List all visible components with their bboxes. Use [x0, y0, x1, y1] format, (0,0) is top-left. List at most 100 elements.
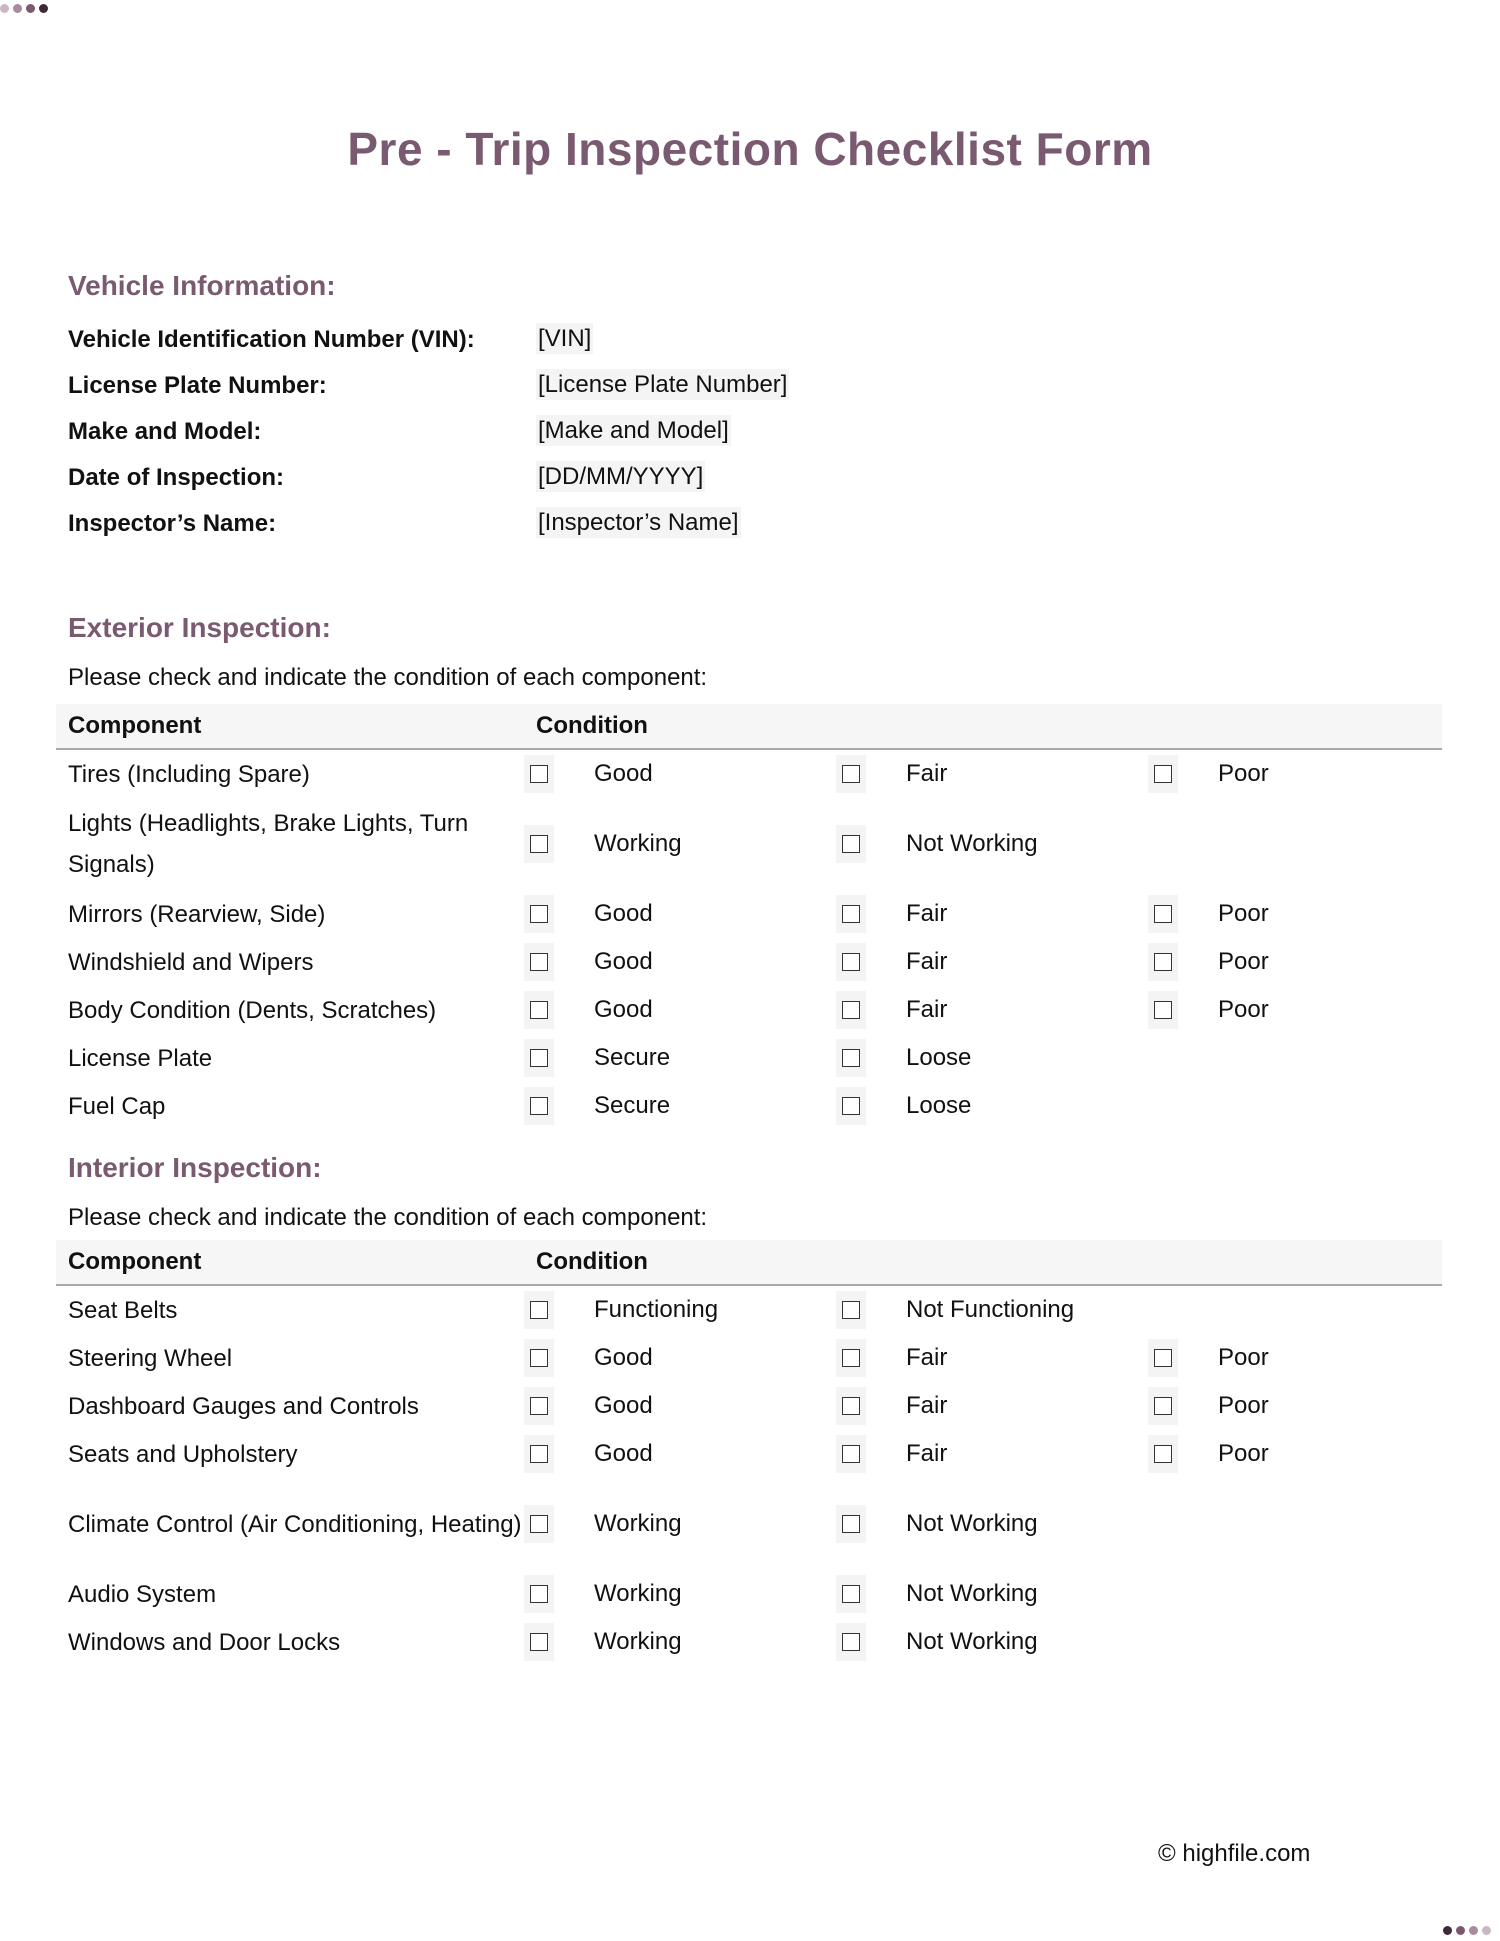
checkbox[interactable]	[530, 1349, 548, 1367]
option-poor[interactable]: Poor	[1148, 755, 1269, 793]
checkbox-cell[interactable]	[836, 1087, 866, 1125]
checkbox-cell[interactable]	[836, 991, 866, 1029]
option-working[interactable]: Working	[524, 825, 836, 863]
option-secure[interactable]: Secure	[524, 1039, 836, 1077]
checkbox-cell[interactable]	[524, 991, 554, 1029]
checkbox-cell[interactable]	[524, 755, 554, 793]
checkbox[interactable]	[530, 1097, 548, 1115]
option-good[interactable]: Good	[524, 943, 836, 981]
option-not-working[interactable]: Not Working	[836, 1575, 1038, 1613]
field-value[interactable]: [VIN]	[536, 323, 594, 354]
checkbox[interactable]	[530, 1001, 548, 1019]
option-not-functioning[interactable]: Not Functioning	[836, 1291, 1074, 1329]
option-fair[interactable]: Fair	[836, 1339, 1148, 1377]
checkbox[interactable]	[530, 905, 548, 923]
option-working[interactable]: Working	[524, 1505, 836, 1543]
checkbox[interactable]	[530, 1397, 548, 1415]
checkbox[interactable]	[530, 1515, 548, 1533]
option-fair[interactable]: Fair	[836, 943, 1148, 981]
option-fair[interactable]: Fair	[836, 1387, 1148, 1425]
checkbox-cell[interactable]	[524, 1087, 554, 1125]
checkbox[interactable]	[842, 765, 860, 783]
checkbox[interactable]	[530, 1049, 548, 1067]
checkbox-cell[interactable]	[836, 1291, 866, 1329]
checkbox[interactable]	[842, 1301, 860, 1319]
field-value[interactable]: [License Plate Number]	[536, 369, 790, 400]
checkbox[interactable]	[842, 1633, 860, 1651]
checkbox[interactable]	[842, 835, 860, 853]
checkbox-cell[interactable]	[1148, 1435, 1178, 1473]
option-not-working[interactable]: Not Working	[836, 1623, 1038, 1661]
checkbox[interactable]	[842, 1349, 860, 1367]
option-functioning[interactable]: Functioning	[524, 1291, 836, 1329]
field-value[interactable]: [DD/MM/YYYY]	[536, 461, 706, 492]
checkbox[interactable]	[1154, 953, 1172, 971]
option-loose[interactable]: Loose	[836, 1087, 971, 1125]
checkbox-cell[interactable]	[836, 1039, 866, 1077]
checkbox[interactable]	[842, 1097, 860, 1115]
option-poor[interactable]: Poor	[1148, 943, 1269, 981]
checkbox[interactable]	[1154, 905, 1172, 923]
option-working[interactable]: Working	[524, 1575, 836, 1613]
checkbox-cell[interactable]	[836, 825, 866, 863]
checkbox[interactable]	[842, 1001, 860, 1019]
checkbox-cell[interactable]	[836, 755, 866, 793]
option-working[interactable]: Working	[524, 1623, 836, 1661]
checkbox[interactable]	[530, 765, 548, 783]
checkbox[interactable]	[842, 1515, 860, 1533]
checkbox-cell[interactable]	[836, 1339, 866, 1377]
checkbox-cell[interactable]	[524, 1039, 554, 1077]
checkbox[interactable]	[1154, 1001, 1172, 1019]
checkbox[interactable]	[842, 905, 860, 923]
option-good[interactable]: Good	[524, 895, 836, 933]
checkbox-cell[interactable]	[524, 1435, 554, 1473]
checkbox[interactable]	[530, 1301, 548, 1319]
checkbox-cell[interactable]	[836, 943, 866, 981]
checkbox[interactable]	[530, 1445, 548, 1463]
option-poor[interactable]: Poor	[1148, 1387, 1269, 1425]
checkbox-cell[interactable]	[1148, 1387, 1178, 1425]
checkbox-cell[interactable]	[836, 1387, 866, 1425]
option-secure[interactable]: Secure	[524, 1087, 836, 1125]
checkbox-cell[interactable]	[1148, 943, 1178, 981]
checkbox-cell[interactable]	[524, 1623, 554, 1661]
option-poor[interactable]: Poor	[1148, 1435, 1269, 1473]
checkbox-cell[interactable]	[524, 1291, 554, 1329]
option-poor[interactable]: Poor	[1148, 1339, 1269, 1377]
checkbox-cell[interactable]	[836, 1575, 866, 1613]
checkbox-cell[interactable]	[524, 1575, 554, 1613]
option-fair[interactable]: Fair	[836, 1435, 1148, 1473]
checkbox[interactable]	[1154, 1397, 1172, 1415]
checkbox[interactable]	[842, 1397, 860, 1415]
option-fair[interactable]: Fair	[836, 895, 1148, 933]
checkbox-cell[interactable]	[836, 1435, 866, 1473]
checkbox-cell[interactable]	[1148, 1339, 1178, 1377]
option-fair[interactable]: Fair	[836, 755, 1148, 793]
checkbox-cell[interactable]	[524, 895, 554, 933]
checkbox[interactable]	[842, 953, 860, 971]
checkbox-cell[interactable]	[1148, 991, 1178, 1029]
checkbox-cell[interactable]	[1148, 895, 1178, 933]
option-poor[interactable]: Poor	[1148, 895, 1269, 933]
checkbox[interactable]	[530, 835, 548, 853]
checkbox[interactable]	[530, 953, 548, 971]
checkbox[interactable]	[842, 1585, 860, 1603]
option-loose[interactable]: Loose	[836, 1039, 971, 1077]
option-fair[interactable]: Fair	[836, 991, 1148, 1029]
option-not-working[interactable]: Not Working	[836, 1505, 1038, 1543]
checkbox-cell[interactable]	[836, 1505, 866, 1543]
checkbox[interactable]	[530, 1633, 548, 1651]
checkbox-cell[interactable]	[524, 825, 554, 863]
option-poor[interactable]: Poor	[1148, 991, 1269, 1029]
checkbox-cell[interactable]	[524, 943, 554, 981]
checkbox-cell[interactable]	[836, 1623, 866, 1661]
checkbox[interactable]	[842, 1049, 860, 1067]
checkbox[interactable]	[1154, 1445, 1172, 1463]
checkbox-cell[interactable]	[836, 895, 866, 933]
option-good[interactable]: Good	[524, 1387, 836, 1425]
checkbox[interactable]	[530, 1585, 548, 1603]
checkbox-cell[interactable]	[524, 1505, 554, 1543]
field-value[interactable]: [Make and Model]	[536, 415, 731, 446]
checkbox-cell[interactable]	[524, 1339, 554, 1377]
checkbox[interactable]	[842, 1445, 860, 1463]
